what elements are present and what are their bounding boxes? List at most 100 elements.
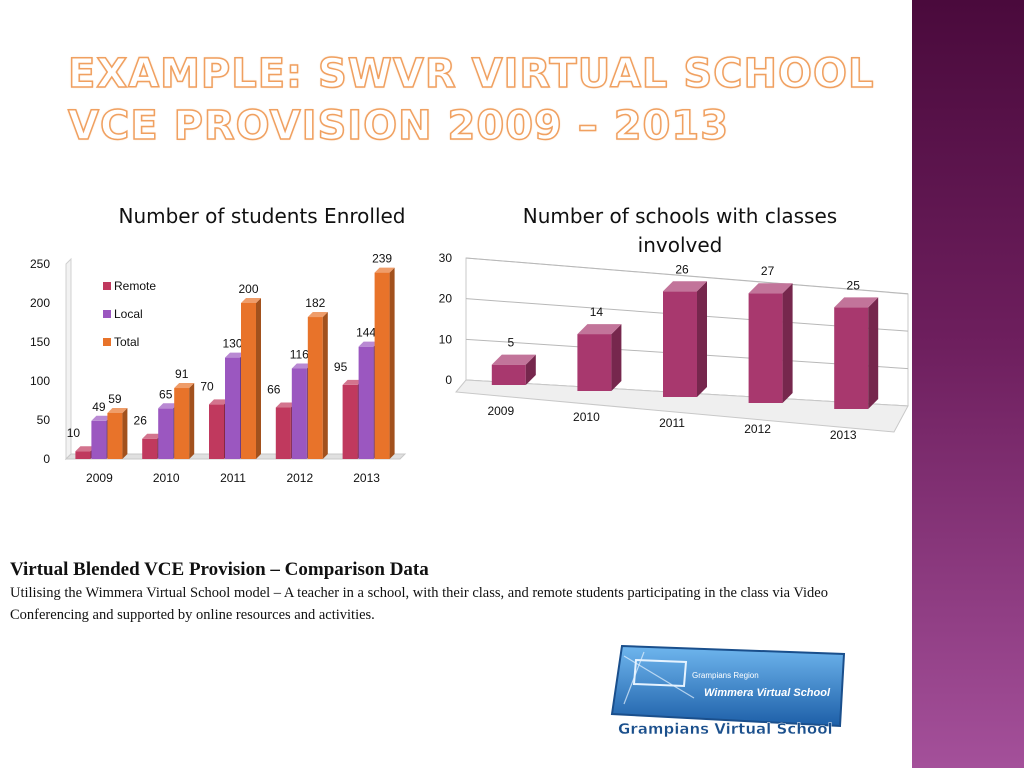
y-tick-label: 250: [30, 257, 50, 271]
data-label: 95: [334, 360, 348, 374]
bar-total-top: [107, 407, 128, 413]
bar-remote: [142, 438, 158, 459]
logo-screen-shape: [610, 644, 846, 728]
y-tick-label: 0: [445, 373, 452, 387]
bar-local-top: [158, 403, 179, 409]
bar-schools-top: [834, 297, 879, 308]
legend-swatch: [103, 310, 111, 318]
data-label: 26: [675, 262, 689, 276]
caption-heading: Virtual Blended VCE Provision – Comparis…: [10, 559, 429, 580]
bar-remote: [209, 404, 224, 459]
data-label: 59: [108, 392, 122, 406]
bar-total-top: [241, 298, 261, 303]
x-tick-label: 2011: [659, 416, 685, 430]
bar-local: [225, 357, 240, 459]
bar-total-top: [307, 312, 328, 318]
x-tick-label: 2009: [86, 471, 113, 485]
bar-remote-top: [342, 379, 363, 385]
slide-title: EXAMPLE: SWVR VIRTUAL SCHOOL VCE PROVISI…: [67, 50, 875, 150]
bar-schools: [491, 364, 526, 385]
data-label: 91: [175, 367, 189, 381]
data-label: 130: [222, 337, 242, 351]
bar-total-side: [256, 298, 261, 459]
bar-total-side: [122, 407, 128, 459]
legend-label: Local: [114, 307, 143, 321]
x-tick-label: 2012: [744, 422, 771, 436]
bar-remote: [275, 407, 291, 459]
bar-schools-side: [697, 281, 707, 397]
logo-line: [623, 655, 695, 699]
data-label: 26: [134, 414, 148, 428]
data-label: 200: [238, 282, 258, 296]
data-label: 27: [761, 264, 775, 278]
bar-schools-top: [491, 354, 536, 365]
bar-remote-top: [75, 446, 96, 452]
logo-footer-text: Grampians Virtual School: [618, 720, 833, 738]
schools-involved-chart: 0 10 20 30 5 2009 14 2010 26 2011 27 2012 25 2013: [439, 251, 909, 442]
bar-total: [174, 388, 190, 459]
y-tick-label: 30: [439, 251, 453, 265]
bar-total-side: [189, 383, 195, 459]
x-tick-label: 2013: [830, 428, 857, 442]
bar-local: [358, 346, 374, 459]
bar-schools-top: [663, 281, 707, 292]
bar-local-top: [291, 363, 312, 369]
data-label: 144: [356, 326, 376, 340]
bar-local: [158, 408, 174, 459]
bar-schools-top: [748, 283, 793, 294]
y-tick-label: 150: [30, 335, 50, 349]
bar-schools: [834, 307, 869, 409]
data-label: 182: [305, 296, 325, 310]
legend-swatch: [103, 338, 111, 346]
y-tick-label: 50: [37, 413, 51, 427]
bar-local: [91, 420, 107, 459]
logo-line: [623, 651, 645, 705]
bar-schools: [663, 291, 697, 397]
bar-remote-top: [275, 402, 296, 408]
y-tick-label: 20: [439, 292, 453, 306]
bar-total: [307, 317, 323, 459]
bar-schools-side: [611, 324, 622, 391]
logo-region-text: Grampians Region: [692, 671, 759, 680]
y-tick-label: 0: [43, 452, 50, 466]
bar-remote-top: [209, 399, 229, 405]
students-chart-title: Number of students Enrolled: [118, 204, 406, 228]
bar-total-top: [374, 267, 395, 273]
y-tick-label: 200: [30, 296, 50, 310]
legend-label: Total: [114, 335, 139, 349]
bar-total-side: [322, 312, 328, 459]
grid-line: [465, 257, 909, 295]
bar-total: [241, 303, 256, 459]
logo-school-text: Wimmera Virtual School: [704, 687, 831, 699]
data-label: 70: [200, 379, 214, 393]
bar-schools-top: [577, 324, 622, 335]
bar-schools: [748, 293, 783, 403]
bar-total-top: [174, 383, 195, 389]
bar-schools-side: [782, 283, 793, 403]
data-label: 25: [847, 278, 861, 292]
bar-total: [374, 272, 390, 459]
bar-local-top: [91, 415, 112, 421]
legend-label: Remote: [114, 279, 156, 293]
legend-swatch: [103, 282, 111, 290]
x-tick-label: 2010: [573, 410, 600, 424]
data-label: 66: [267, 383, 281, 397]
x-tick-label: 2010: [153, 471, 180, 485]
bar-schools-side: [525, 354, 536, 385]
bar-total: [107, 412, 123, 459]
bar-remote: [342, 384, 358, 459]
bar-schools: [577, 334, 612, 391]
x-tick-label: 2011: [220, 471, 246, 485]
data-label: 14: [590, 305, 604, 319]
x-tick-label: 2009: [487, 404, 514, 418]
data-label: 116: [290, 348, 309, 362]
y-tick-label: 100: [30, 374, 50, 388]
schools-chart-title: Number of schools with classes involved: [522, 204, 838, 257]
caption-block: Virtual Blended VCE Provision – Comparis…: [10, 558, 830, 626]
data-label: 10: [67, 426, 81, 440]
bar-remote: [75, 451, 91, 459]
bar-remote-top: [142, 433, 163, 439]
data-label: 65: [159, 387, 173, 401]
side-decoration-bar: [912, 0, 1024, 768]
